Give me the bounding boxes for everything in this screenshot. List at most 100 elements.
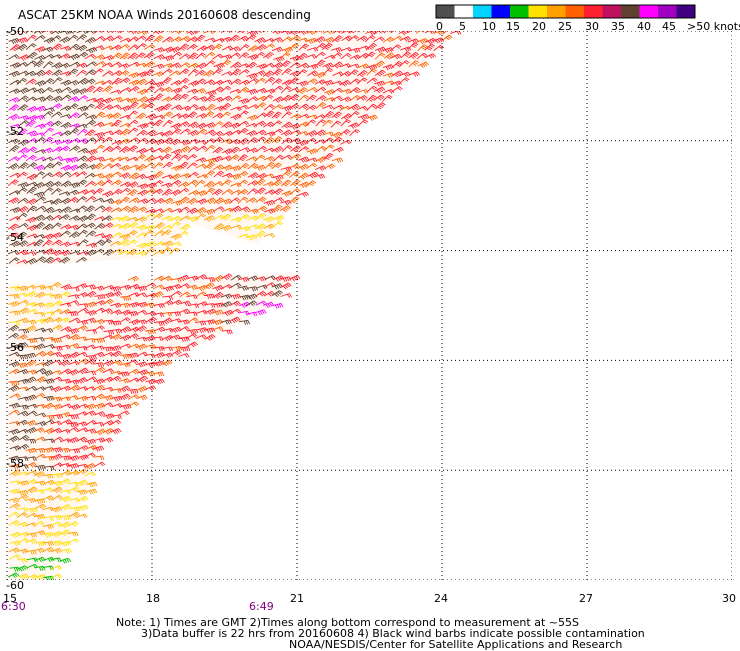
wind-barb xyxy=(93,318,105,325)
wind-barb xyxy=(85,114,97,120)
wind-barb xyxy=(264,208,276,214)
wind-barb xyxy=(136,375,149,383)
wind-barb xyxy=(213,206,225,212)
wind-barb xyxy=(76,319,89,326)
wind-barb xyxy=(16,44,28,51)
wind-barb xyxy=(204,145,216,153)
wind-barb xyxy=(271,290,283,297)
time-label-mid: 6:49 xyxy=(249,600,274,613)
wind-barb xyxy=(8,361,21,368)
wind-barb xyxy=(221,179,232,187)
wind-barb xyxy=(51,171,63,178)
wind-barb xyxy=(111,359,123,366)
wind-barb xyxy=(58,62,71,69)
colorbar-swatch xyxy=(528,5,548,18)
wind-barb xyxy=(323,144,335,152)
wind-barb xyxy=(51,494,63,501)
wind-barb xyxy=(245,300,258,307)
wind-barb xyxy=(170,326,182,333)
wind-barb xyxy=(340,96,352,103)
wind-barb xyxy=(153,284,165,290)
wind-barb xyxy=(33,182,45,189)
wind-barb xyxy=(407,38,420,44)
wind-barb xyxy=(237,35,249,42)
wind-barb xyxy=(60,139,72,145)
wind-barb xyxy=(194,34,206,42)
wind-barb xyxy=(205,157,217,164)
wind-barb xyxy=(25,319,37,325)
wind-barb xyxy=(26,301,38,308)
colorbar-frame xyxy=(435,4,696,19)
wind-barb xyxy=(75,257,88,263)
wind-barb xyxy=(205,308,217,315)
wind-barb xyxy=(290,113,302,120)
wind-barb xyxy=(203,44,216,51)
wind-barb xyxy=(68,351,80,359)
wind-barb xyxy=(195,69,206,77)
wind-barb xyxy=(186,284,199,291)
wind-barb xyxy=(305,180,317,188)
wind-barb xyxy=(102,346,114,352)
wind-barb xyxy=(120,309,132,316)
wind-barb xyxy=(212,96,224,103)
wind-barb xyxy=(94,337,106,344)
wind-barb xyxy=(127,388,139,394)
wind-barb xyxy=(86,354,98,361)
wind-barb xyxy=(322,42,333,51)
wind-barb xyxy=(187,328,199,335)
wind-barb xyxy=(220,155,233,162)
wind-barb xyxy=(254,37,266,44)
wind-barb xyxy=(84,463,96,470)
wind-barb xyxy=(69,123,81,129)
wind-barb xyxy=(43,350,55,357)
wind-barb xyxy=(85,196,97,203)
wind-barb xyxy=(103,360,115,367)
wind-barb xyxy=(296,87,308,95)
wind-barb xyxy=(51,473,63,479)
wind-barb xyxy=(153,222,165,230)
wind-barb xyxy=(128,368,140,375)
wind-barb xyxy=(84,103,95,111)
wind-barb xyxy=(213,223,225,231)
wind-barb xyxy=(59,230,71,237)
wind-barb xyxy=(177,154,189,162)
wind-barb xyxy=(59,489,72,495)
wind-barb xyxy=(50,257,62,264)
wind-barb xyxy=(76,162,88,170)
wind-barb xyxy=(162,300,174,306)
wind-barb xyxy=(69,448,81,454)
wind-barb xyxy=(52,414,64,420)
wind-barb xyxy=(110,171,122,177)
wind-barb xyxy=(16,128,28,136)
wind-barb xyxy=(339,105,351,111)
wind-barb xyxy=(169,62,182,69)
wind-barb xyxy=(212,275,225,282)
wind-barb xyxy=(170,104,183,111)
wind-barb xyxy=(229,308,241,315)
colorbar-swatch xyxy=(639,5,659,18)
wind-barb xyxy=(7,385,20,392)
wind-barb xyxy=(145,344,157,350)
wind-barb xyxy=(77,189,89,195)
wind-barb xyxy=(220,59,232,67)
wind-barb xyxy=(119,326,132,333)
wind-barb xyxy=(102,376,114,383)
wind-barb xyxy=(17,147,29,154)
wind-barb xyxy=(221,164,233,172)
wind-barb xyxy=(306,162,318,170)
wind-barb xyxy=(8,547,20,554)
wind-barb xyxy=(186,198,198,205)
wind-barb xyxy=(280,293,292,298)
wind-barb xyxy=(263,43,275,50)
wind-barb xyxy=(84,78,96,85)
wind-barb xyxy=(162,161,174,169)
wind-barb xyxy=(60,368,72,375)
wind-barb xyxy=(127,181,139,189)
wind-barb xyxy=(332,146,344,153)
wind-barb xyxy=(60,94,72,101)
wind-barb xyxy=(238,52,250,60)
wind-barb xyxy=(245,197,258,204)
wind-barb xyxy=(43,206,55,214)
wind-barb xyxy=(77,95,89,102)
wind-barb xyxy=(76,377,88,384)
